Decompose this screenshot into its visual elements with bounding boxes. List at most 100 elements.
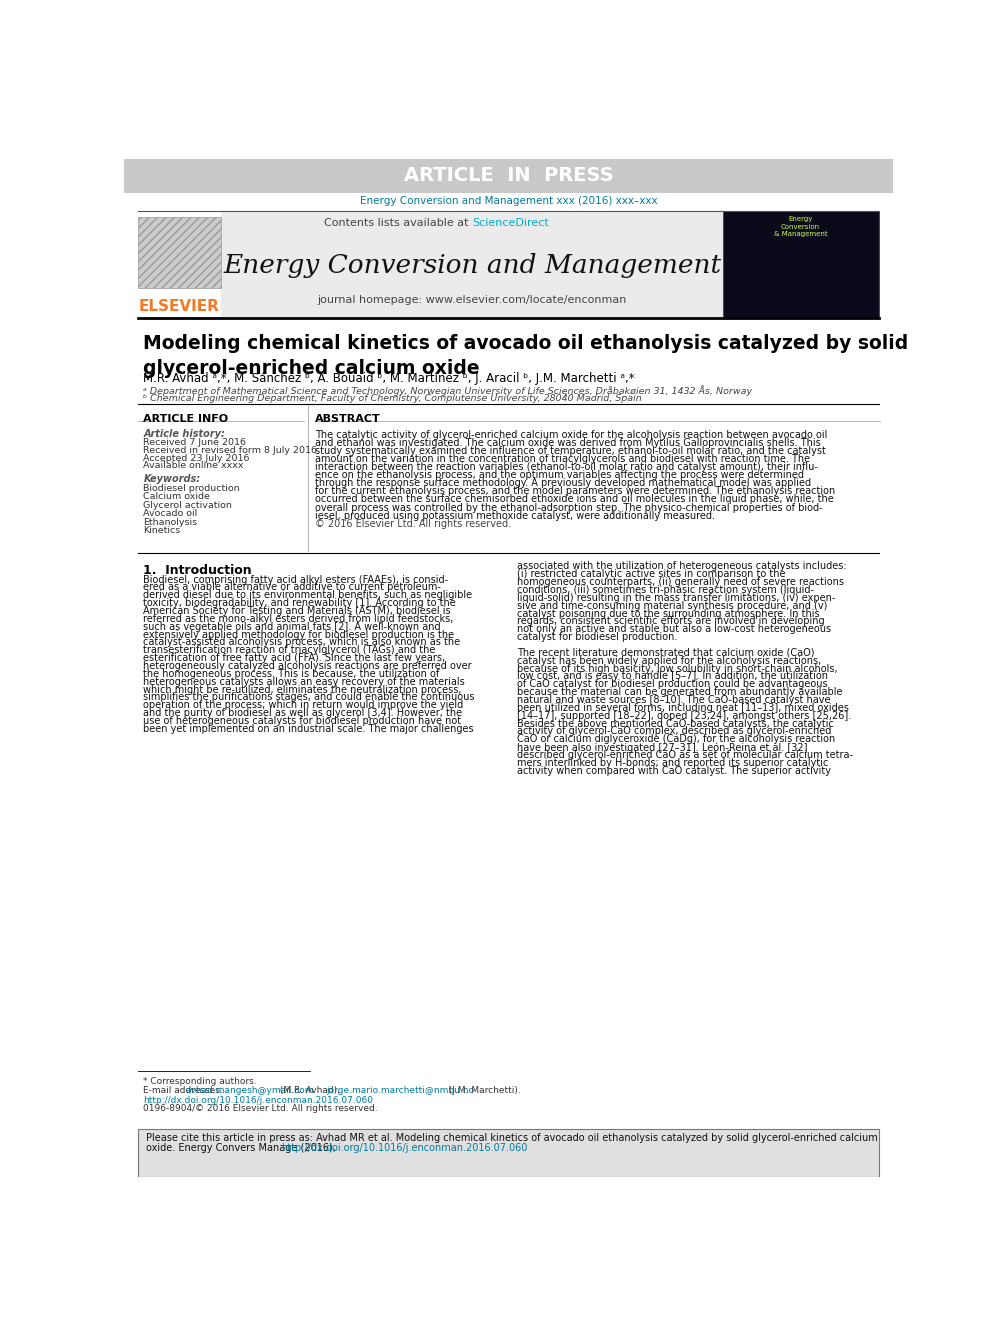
Text: because the material can be generated from abundantly available: because the material can be generated fr… bbox=[517, 687, 842, 697]
Bar bbox=[221, 212, 723, 316]
Text: conditions, (iii) sometimes tri-phasic reaction system (liquid-: conditions, (iii) sometimes tri-phasic r… bbox=[517, 585, 813, 595]
Text: study systematically examined the influence of temperature, ethanol-to-oil molar: study systematically examined the influe… bbox=[315, 446, 826, 456]
Text: ARTICLE  IN  PRESS: ARTICLE IN PRESS bbox=[404, 167, 613, 185]
Text: have been also investigated [27–31]. León-Reina et al. [32]: have been also investigated [27–31]. Leó… bbox=[517, 742, 807, 753]
Text: ered as a viable alternative or additive to current petroleum-: ered as a viable alternative or additive… bbox=[144, 582, 441, 593]
Text: heterogeneous catalysts allows an easy recovery of the materials: heterogeneous catalysts allows an easy r… bbox=[144, 676, 465, 687]
Text: Energy Conversion and Management: Energy Conversion and Management bbox=[223, 253, 721, 278]
Text: interaction between the reaction variables (ethanol-to-oil molar ratio and catal: interaction between the reaction variabl… bbox=[315, 462, 818, 472]
Text: such as vegetable oils and animal fats [2]. A well-known and: such as vegetable oils and animal fats [… bbox=[144, 622, 441, 631]
Text: derived diesel due to its environmental benefits, such as negligible: derived diesel due to its environmental … bbox=[144, 590, 472, 601]
Text: mers interlinked by H-bonds; and reported its superior catalytic: mers interlinked by H-bonds; and reporte… bbox=[517, 758, 828, 767]
Text: which might be re-utilized, eliminates the neutralization process,: which might be re-utilized, eliminates t… bbox=[144, 684, 462, 695]
Text: for the current ethanolysis process, and the model parameters were determined. T: for the current ethanolysis process, and… bbox=[315, 487, 835, 496]
Text: and ethanol was investigated. The calcium oxide was derived from Mytilus Gallopr: and ethanol was investigated. The calciu… bbox=[315, 438, 821, 448]
Bar bbox=[138, 1129, 879, 1176]
Text: CaO or calcium diglyceroxide (CaDg), for the alcoholysis reaction: CaO or calcium diglyceroxide (CaDg), for… bbox=[517, 734, 835, 745]
Text: oxide. Energy Convers Manage (2016),: oxide. Energy Convers Manage (2016), bbox=[146, 1143, 338, 1152]
Text: http://dx.doi.org/10.1016/j.enconman.2016.07.060: http://dx.doi.org/10.1016/j.enconman.201… bbox=[282, 1143, 528, 1152]
Text: the homogeneous process. This is because, the utilization of: the homogeneous process. This is because… bbox=[144, 669, 439, 679]
Text: simplifies the purifications stages, and could enable the continuous: simplifies the purifications stages, and… bbox=[144, 692, 475, 703]
Text: extensively applied methodology for biodiesel production is the: extensively applied methodology for biod… bbox=[144, 630, 454, 639]
Text: of CaO catalyst for biodiesel production could be advantageous: of CaO catalyst for biodiesel production… bbox=[517, 679, 827, 689]
Text: activity of glycerol-CaO complex, described as glycerol-enriched: activity of glycerol-CaO complex, descri… bbox=[517, 726, 831, 737]
Text: Accepted 23 July 2016: Accepted 23 July 2016 bbox=[144, 454, 250, 463]
Text: E-mail addresses:: E-mail addresses: bbox=[144, 1086, 226, 1095]
Text: catalyst for biodiesel production.: catalyst for biodiesel production. bbox=[517, 632, 678, 642]
Text: The recent literature demonstrated that calcium oxide (CaO): The recent literature demonstrated that … bbox=[517, 648, 814, 658]
Text: Available online xxxx: Available online xxxx bbox=[144, 462, 244, 471]
Text: and the purity of biodiesel as well as glycerol [3,4]. However, the: and the purity of biodiesel as well as g… bbox=[144, 708, 462, 718]
Text: homogeneous counterparts, (ii) generally need of severe reactions: homogeneous counterparts, (ii) generally… bbox=[517, 577, 844, 587]
Text: © 2016 Elsevier Ltd. All rights reserved.: © 2016 Elsevier Ltd. All rights reserved… bbox=[315, 519, 512, 529]
Bar bbox=[138, 217, 221, 308]
Text: ARTICLE INFO: ARTICLE INFO bbox=[144, 414, 228, 425]
Text: ScienceDirect: ScienceDirect bbox=[472, 218, 549, 228]
Text: 1.  Introduction: 1. Introduction bbox=[144, 564, 252, 577]
Text: avhad.mangesh@ymail.com: avhad.mangesh@ymail.com bbox=[186, 1086, 314, 1095]
Text: been utilized in several forms, including neat [11–13], mixed oxides: been utilized in several forms, includin… bbox=[517, 703, 849, 713]
Text: jorge.mario.marchetti@nmbu.no: jorge.mario.marchetti@nmbu.no bbox=[326, 1086, 474, 1095]
Text: liquid-solid) resulting in the mass transfer limitations, (iv) expen-: liquid-solid) resulting in the mass tran… bbox=[517, 593, 835, 603]
Text: [14–17], supported [18–22], doped [23,24], amongst others [25,26].: [14–17], supported [18–22], doped [23,24… bbox=[517, 710, 851, 721]
Text: amount on the variation in the concentration of triacylglycerols and biodiesel w: amount on the variation in the concentra… bbox=[315, 454, 810, 464]
Text: (M.R. Avhad),: (M.R. Avhad), bbox=[278, 1086, 343, 1095]
Text: American Society for Testing and Materials (ASTM), biodiesel is: American Society for Testing and Materia… bbox=[144, 606, 451, 617]
Text: Calcium oxide: Calcium oxide bbox=[144, 492, 210, 501]
Text: low cost, and is easy to handle [5–7]. In addition, the utilization: low cost, and is easy to handle [5–7]. I… bbox=[517, 672, 828, 681]
Text: because of its high basicity, low solubility in short-chain alcohols,: because of its high basicity, low solubi… bbox=[517, 664, 837, 673]
Text: use of heterogeneous catalysts for biodiesel production have not: use of heterogeneous catalysts for biodi… bbox=[144, 716, 461, 726]
Text: (i) restricted catalytic active sites in comparison to the: (i) restricted catalytic active sites in… bbox=[517, 569, 786, 579]
Text: not only an active and stable but also a low-cost heterogeneous: not only an active and stable but also a… bbox=[517, 624, 831, 634]
Text: Keywords:: Keywords: bbox=[144, 475, 200, 484]
Bar bbox=[124, 159, 893, 193]
Text: toxicity, biodegradability, and renewability [1]. According to the: toxicity, biodegradability, and renewabi… bbox=[144, 598, 456, 609]
Text: through the response surface methodology. A previously developed mathematical mo: through the response surface methodology… bbox=[315, 479, 811, 488]
Text: catalyst poisoning due to the surrounding atmosphere. In this: catalyst poisoning due to the surroundin… bbox=[517, 609, 819, 619]
Text: esterification of free fatty acid (FFA). Since the last few years,: esterification of free fatty acid (FFA).… bbox=[144, 654, 445, 663]
Text: * Corresponding authors.: * Corresponding authors. bbox=[144, 1077, 257, 1086]
Text: natural and waste sources [8–10]. The CaO-based catalyst have: natural and waste sources [8–10]. The Ca… bbox=[517, 695, 830, 705]
Text: Avocado oil: Avocado oil bbox=[144, 509, 197, 519]
Text: Glycerol activation: Glycerol activation bbox=[144, 500, 232, 509]
Text: Energy
Conversion
& Management: Energy Conversion & Management bbox=[774, 216, 827, 237]
Text: 0196-8904/© 2016 Elsevier Ltd. All rights reserved.: 0196-8904/© 2016 Elsevier Ltd. All right… bbox=[144, 1105, 378, 1114]
Text: ᵇ Chemical Engineering Department, Faculty of Chemistry, Complutense University,: ᵇ Chemical Engineering Department, Facul… bbox=[144, 394, 642, 404]
Text: activity when compared with CaO catalyst. The superior activity: activity when compared with CaO catalyst… bbox=[517, 766, 831, 775]
Text: occurred between the surface chemisorbed ethoxide ions and oil molecules in the : occurred between the surface chemisorbed… bbox=[315, 495, 834, 504]
Text: Contents lists available at: Contents lists available at bbox=[324, 218, 472, 228]
Text: The catalytic activity of glycerol-enriched calcium oxide for the alcoholysis re: The catalytic activity of glycerol-enric… bbox=[315, 430, 827, 439]
Text: Energy Conversion and Management xxx (2016) xxx–xxx: Energy Conversion and Management xxx (20… bbox=[359, 196, 658, 206]
Text: Please cite this article in press as: Avhad MR et al. Modeling chemical kinetics: Please cite this article in press as: Av… bbox=[146, 1132, 878, 1143]
Text: journal homepage: www.elsevier.com/locate/enconman: journal homepage: www.elsevier.com/locat… bbox=[317, 295, 627, 304]
Text: heterogeneously catalyzed alcoholysis reactions are preferred over: heterogeneously catalyzed alcoholysis re… bbox=[144, 662, 472, 671]
Text: Modeling chemical kinetics of avocado oil ethanolysis catalyzed by solid
glycero: Modeling chemical kinetics of avocado oi… bbox=[144, 335, 909, 377]
Bar bbox=[723, 212, 879, 316]
Text: operation of the process; which in return would improve the yield: operation of the process; which in retur… bbox=[144, 700, 463, 710]
Text: Received in revised form 8 July 2016: Received in revised form 8 July 2016 bbox=[144, 446, 317, 455]
Text: referred as the mono-alkyl esters derived from lipid feedstocks,: referred as the mono-alkyl esters derive… bbox=[144, 614, 453, 624]
Text: ence on the ethanolysis process, and the optimum variables affecting the process: ence on the ethanolysis process, and the… bbox=[315, 470, 805, 480]
Text: Besides the above mentioned CaO-based catalysts, the catalytic: Besides the above mentioned CaO-based ca… bbox=[517, 718, 834, 729]
Text: Ethanolysis: Ethanolysis bbox=[144, 517, 197, 527]
Text: transesterification reaction of triacylglycerol (TAGs) and the: transesterification reaction of triacylg… bbox=[144, 646, 435, 655]
Text: catalyst has been widely applied for the alcoholysis reactions,: catalyst has been widely applied for the… bbox=[517, 656, 821, 665]
Text: regards, consistent scientific efforts are involved in developing: regards, consistent scientific efforts a… bbox=[517, 617, 824, 627]
Text: sive and time-consuming material synthesis procedure, and (v): sive and time-consuming material synthes… bbox=[517, 601, 827, 611]
Text: iesel, produced using potassium methoxide catalyst, were additionally measured.: iesel, produced using potassium methoxid… bbox=[315, 511, 715, 521]
Text: been yet implemented on an industrial scale. The major challenges: been yet implemented on an industrial sc… bbox=[144, 724, 474, 734]
Text: http://dx.doi.org/10.1016/j.enconman.2016.07.060: http://dx.doi.org/10.1016/j.enconman.201… bbox=[144, 1095, 373, 1105]
Text: ᵃ Department of Mathematical Science and Technology, Norwegian University of Lif: ᵃ Department of Mathematical Science and… bbox=[144, 385, 753, 396]
Text: ELSEVIER: ELSEVIER bbox=[139, 299, 219, 314]
Text: associated with the utilization of heterogeneous catalysts includes:: associated with the utilization of heter… bbox=[517, 561, 846, 572]
Text: catalyst-assisted alcoholysis process, which is also known as the: catalyst-assisted alcoholysis process, w… bbox=[144, 638, 460, 647]
Text: M.R. Avhad ᵃ,*, M. Sánchez ᵇ, A. Bouaid ᵇ, M. Martínez ᵇ, J. Aracil ᵇ, J.M. Marc: M.R. Avhad ᵃ,*, M. Sánchez ᵇ, A. Bouaid … bbox=[144, 372, 635, 385]
Text: (J.M. Marchetti).: (J.M. Marchetti). bbox=[446, 1086, 521, 1095]
Text: described glycerol-enriched CaO as a set of molecular calcium tetra-: described glycerol-enriched CaO as a set… bbox=[517, 750, 853, 759]
Text: Kinetics: Kinetics bbox=[144, 527, 181, 534]
Text: Biodiesel, comprising fatty acid alkyl esters (FAAEs), is consid-: Biodiesel, comprising fatty acid alkyl e… bbox=[144, 574, 448, 585]
Text: ABSTRACT: ABSTRACT bbox=[315, 414, 381, 425]
Text: Article history:: Article history: bbox=[144, 429, 225, 439]
Text: Received 7 June 2016: Received 7 June 2016 bbox=[144, 438, 246, 447]
Bar bbox=[138, 217, 221, 288]
